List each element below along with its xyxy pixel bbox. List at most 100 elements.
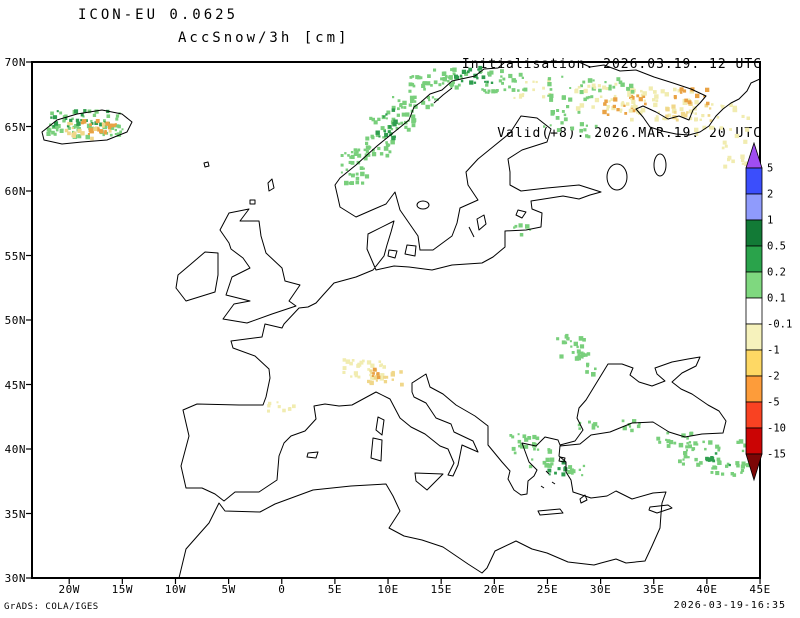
lon-label: 45E <box>749 583 771 596</box>
coastline <box>551 481 556 485</box>
colorbar-label: 1 <box>767 215 773 227</box>
coastline <box>414 472 444 491</box>
colorbar-band <box>745 375 763 403</box>
coastline <box>370 437 383 462</box>
snow-patch-cluster <box>408 74 439 110</box>
coastline <box>578 62 760 136</box>
coastline <box>540 485 545 489</box>
snow-patch-cluster <box>342 358 386 381</box>
snow-patch-cluster <box>547 460 568 477</box>
model-title: ICON-EU 0.0625 <box>78 7 239 23</box>
colorbar-band <box>745 271 763 299</box>
coastline <box>468 226 475 238</box>
colorbar-label: 2 <box>767 189 773 201</box>
snow-patch-cluster <box>710 457 750 477</box>
colorbar-band <box>745 219 763 247</box>
snow-patch-cluster <box>567 464 586 477</box>
snow-patch-cluster <box>577 420 599 430</box>
lat-label: 70N <box>4 56 26 69</box>
colorbar-label: -5 <box>767 397 780 409</box>
colorbar-label: 5 <box>767 163 773 175</box>
map-frame <box>31 61 761 579</box>
lon-label: 30E <box>589 583 612 596</box>
colorbar-band <box>745 349 763 377</box>
colorbar-arrow-bottom <box>745 453 763 482</box>
map-canvas <box>26 61 761 584</box>
snow-patch-cluster <box>371 367 381 379</box>
colorbar-band <box>745 167 763 195</box>
snow-patch-cluster <box>433 67 469 90</box>
snow-patch-cluster <box>602 94 647 116</box>
lon-label: 5E <box>327 583 343 596</box>
coastline <box>306 451 319 459</box>
colorbar-band <box>745 297 763 325</box>
lat-label: 45N <box>4 378 26 392</box>
lon-label: 25E <box>536 583 559 596</box>
snow-patch-cluster <box>678 440 722 467</box>
lake-outline <box>416 200 430 210</box>
coastline <box>648 504 673 514</box>
colorbar-label: 0.5 <box>767 241 786 253</box>
snow-patch-cluster <box>80 119 117 136</box>
snow-patch-cluster <box>543 105 581 132</box>
lat-label: 50N <box>4 314 26 327</box>
coastline <box>537 508 564 516</box>
lat-label: 30N <box>4 572 26 585</box>
lon-label: 20E <box>483 583 505 596</box>
colorbar-label: 0.1 <box>767 293 786 305</box>
variable-title: AccSnow/3h [cm] <box>178 30 350 46</box>
colorbar-band <box>745 323 763 351</box>
colorbar-label: -10 <box>767 423 786 435</box>
snow-patch-cluster <box>705 452 731 467</box>
coastline <box>515 209 527 219</box>
colorbar-band <box>745 401 763 429</box>
coastline <box>404 244 417 257</box>
snow-patch-cluster <box>547 75 596 102</box>
colorbar-label: -0.1 <box>767 319 792 331</box>
snow-patch-cluster <box>480 69 528 94</box>
coastline <box>267 178 275 192</box>
coastline <box>375 416 385 436</box>
coastline <box>545 470 550 475</box>
lake-outline <box>653 153 667 177</box>
lon-label: 15E <box>430 583 452 596</box>
lon-label: 10E <box>377 583 399 596</box>
coastline <box>558 456 566 463</box>
coastline <box>476 214 487 231</box>
colorbar-label: 0.2 <box>767 267 786 279</box>
colorbar-band <box>745 193 763 221</box>
lat-label: 35N <box>4 507 26 521</box>
snow-patch-cluster <box>574 352 597 377</box>
colorbar-label: -2 <box>767 371 780 383</box>
snow-patch-cluster <box>363 115 395 158</box>
lat-label: 40N <box>4 443 26 456</box>
lon-label: 20W <box>58 583 80 596</box>
lake-outline <box>606 163 628 191</box>
colorbar-label: -15 <box>767 449 786 461</box>
snow-patch-cluster <box>656 431 694 448</box>
snow-patch-cluster <box>513 78 553 99</box>
snow-patch-cluster <box>375 108 398 141</box>
lat-label: 55N <box>4 249 26 263</box>
coastline <box>219 208 301 324</box>
coastline <box>433 87 453 104</box>
snow-patch-cluster <box>592 77 635 94</box>
snow-patch-cluster <box>64 121 112 141</box>
snow-patch-cluster <box>267 401 296 413</box>
snow-patch-cluster <box>513 223 532 237</box>
coastline <box>178 62 727 578</box>
lat-label: 65N <box>4 120 26 134</box>
lon-label: 15W <box>111 583 134 596</box>
coastline <box>579 494 588 504</box>
colorbar-band <box>745 427 763 455</box>
lon-label: 40E <box>696 583 718 596</box>
snow-patch-cluster <box>687 99 750 139</box>
lon-label: 35E <box>643 583 665 596</box>
colorbar-band <box>745 245 763 273</box>
plot-timestamp: 2026-03-19-16:35 <box>673 600 786 611</box>
colorbar-label: -1 <box>767 345 780 357</box>
lat-label: 60N <box>4 185 26 198</box>
coastline <box>41 109 133 145</box>
coastline <box>387 249 398 259</box>
